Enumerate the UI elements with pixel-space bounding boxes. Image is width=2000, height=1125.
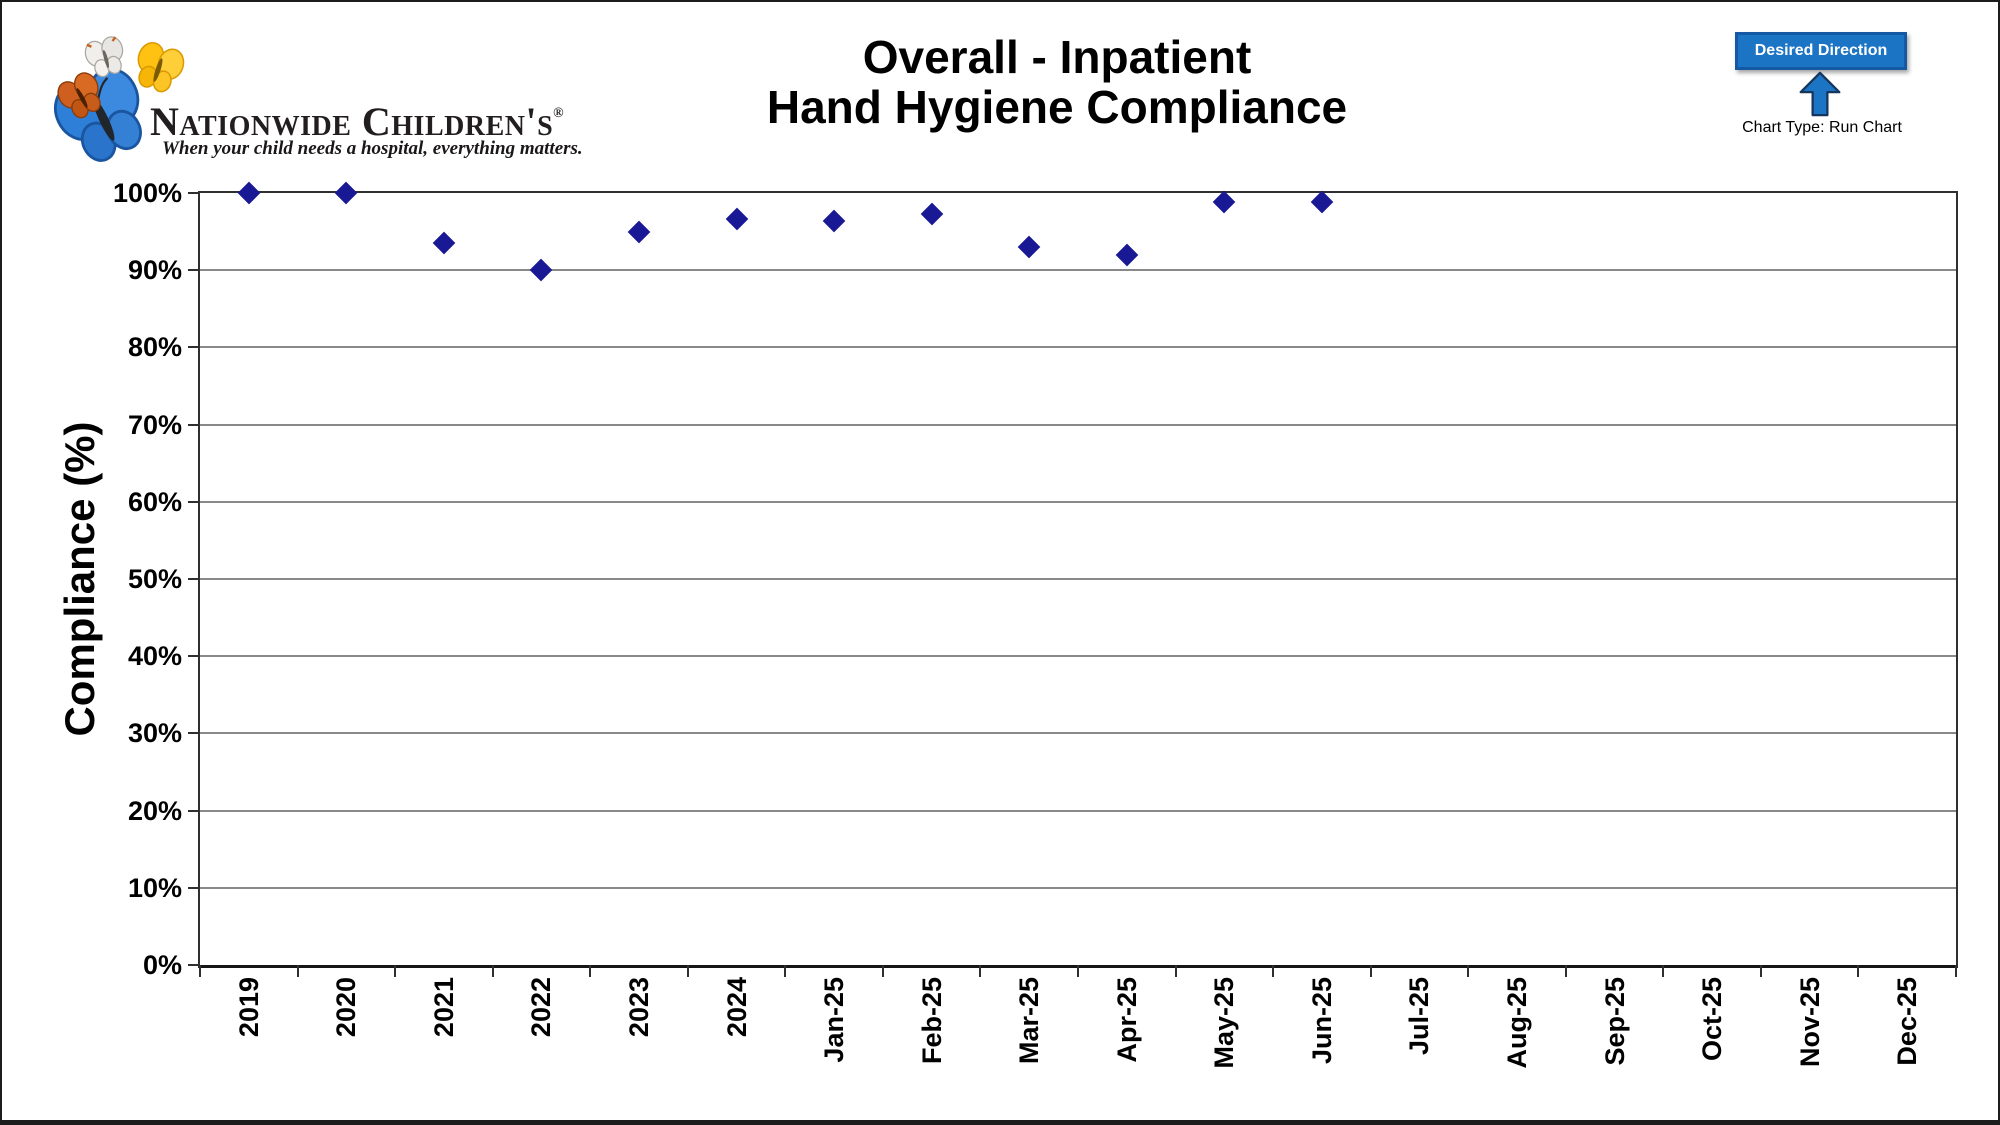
y-tick-label: 70% xyxy=(127,409,182,440)
x-tick xyxy=(686,965,689,977)
y-tick xyxy=(188,423,200,426)
y-tick xyxy=(188,269,200,272)
x-tick-label: 2021 xyxy=(428,977,459,1038)
x-tick-label: Aug-25 xyxy=(1502,977,1532,1069)
x-tick xyxy=(1759,965,1762,977)
x-tick-label: 2020 xyxy=(331,977,362,1038)
butterflies-logo-icon xyxy=(53,36,185,162)
gridline xyxy=(200,809,1956,812)
chart-title-line1: Overall - Inpatient xyxy=(862,31,1252,83)
x-tick-label: Dec-25 xyxy=(1892,977,1923,1066)
x-tick xyxy=(296,965,299,977)
chart-title-line2: Hand Hygiene Compliance xyxy=(766,81,1348,133)
y-tick-label: 50% xyxy=(127,564,182,594)
y-tick xyxy=(188,500,200,503)
gridline xyxy=(200,732,1956,735)
y-tick-label: 10% xyxy=(127,872,182,903)
y-tick-label: 60% xyxy=(127,486,182,517)
chart-type-label: Chart Type: Run Chart xyxy=(1742,119,1902,136)
logo-tagline: When your child needs a hospital, everyt… xyxy=(162,138,583,159)
y-tick-label: 90% xyxy=(127,255,182,286)
x-tick xyxy=(1857,965,1860,977)
chart-title: Overall - Inpatient Hand Hygiene Complia… xyxy=(557,32,1557,132)
x-tick xyxy=(199,965,201,977)
x-tick-label: Sep-25 xyxy=(1599,977,1630,1066)
y-tick-label: 40% xyxy=(127,641,182,672)
gridline xyxy=(200,500,1956,503)
y-tick-label: 80% xyxy=(127,332,182,363)
x-tick xyxy=(1662,965,1665,977)
x-tick-label: 2023 xyxy=(624,977,654,1038)
logo-wordmark: Nationwide Children's® xyxy=(150,98,564,145)
x-tick-label: Jul-25 xyxy=(1404,977,1435,1056)
up-arrow-icon xyxy=(1799,71,1841,117)
desired-direction-badge: Desired Direction xyxy=(1735,32,1907,70)
x-tick-label: May-25 xyxy=(1209,977,1240,1069)
y-tick xyxy=(188,886,200,889)
x-tick xyxy=(1369,965,1372,977)
x-tick xyxy=(881,965,884,977)
x-tick xyxy=(491,965,494,977)
gridline xyxy=(200,655,1956,658)
x-tick xyxy=(589,965,592,977)
y-tick xyxy=(188,655,200,658)
gridline xyxy=(200,423,1956,426)
y-tick-label: 30% xyxy=(127,718,182,749)
x-tick xyxy=(1174,965,1177,977)
x-tick-label: 2022 xyxy=(526,977,557,1038)
y-tick-label: 0% xyxy=(142,950,182,980)
x-tick xyxy=(1077,965,1079,977)
y-tick-label: 100% xyxy=(112,178,182,208)
gridline xyxy=(200,346,1956,349)
x-tick-label: Feb-25 xyxy=(916,977,947,1065)
x-tick-label: Mar-25 xyxy=(1014,977,1045,1065)
y-tick-label: 20% xyxy=(127,795,182,826)
y-tick xyxy=(188,578,200,580)
x-tick-label: 2024 xyxy=(721,977,752,1038)
x-tick xyxy=(979,965,982,977)
x-tick-label: Apr-25 xyxy=(1111,977,1142,1063)
x-tick xyxy=(1955,965,1957,977)
x-tick xyxy=(784,965,787,977)
logo-name-text: Nationwide Children's xyxy=(150,99,554,144)
y-tick xyxy=(188,964,200,966)
gridline xyxy=(200,578,1956,580)
y-tick xyxy=(188,732,200,735)
x-tick xyxy=(1467,965,1470,977)
x-tick xyxy=(1564,965,1567,977)
x-tick-label: Jun-25 xyxy=(1306,977,1337,1065)
gridline xyxy=(200,886,1956,889)
x-tick xyxy=(394,965,397,977)
x-tick xyxy=(1272,965,1275,977)
x-tick-label: 2019 xyxy=(233,977,264,1038)
x-tick-label: Jan-25 xyxy=(819,977,850,1063)
x-tick-label: Nov-25 xyxy=(1794,977,1825,1068)
registered-mark: ® xyxy=(553,106,565,121)
x-tick-label: Oct-25 xyxy=(1697,977,1728,1062)
y-tick xyxy=(188,192,200,194)
y-tick xyxy=(188,809,200,812)
gridline xyxy=(200,269,1956,272)
y-tick xyxy=(188,346,200,349)
